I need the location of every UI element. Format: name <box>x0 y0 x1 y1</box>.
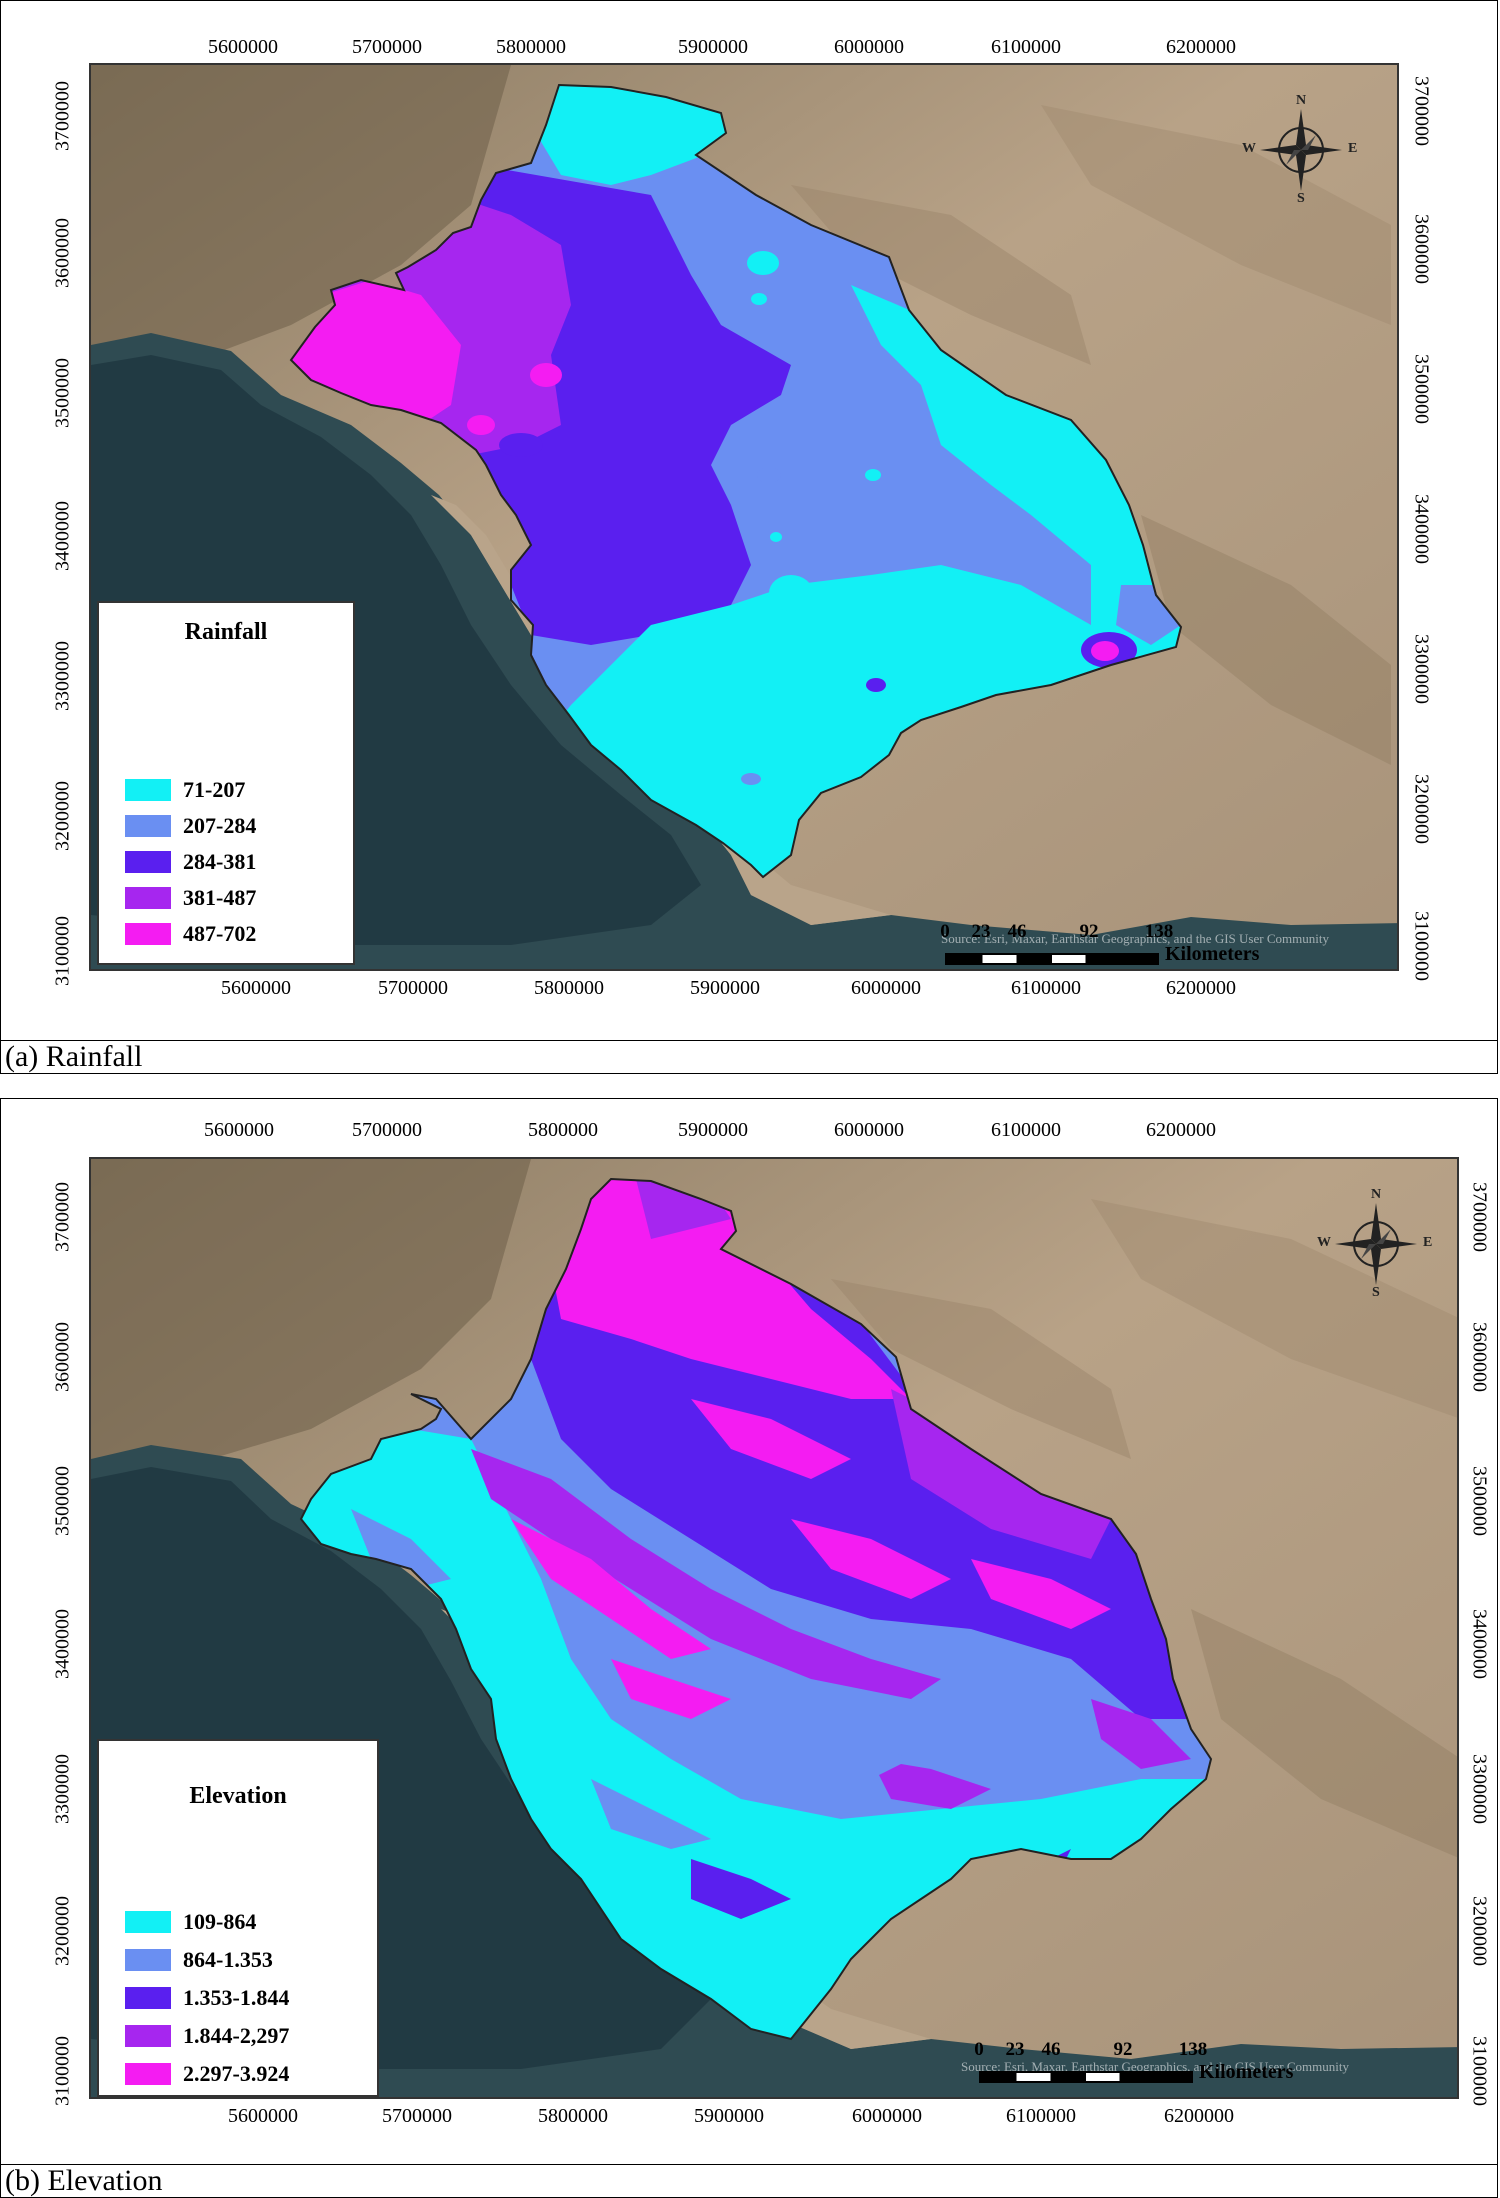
x-tick-bottom: 6100000 <box>1006 2105 1076 2127</box>
x-tick-top: 6100000 <box>991 1119 1061 1141</box>
y-tick-right: 3100000 <box>1468 2036 1491 2106</box>
map-frame: N E S W Rainfall 71-207 207-284 284-381 … <box>89 63 1399 971</box>
legend-item: 864-1.353 <box>125 1945 273 1975</box>
x-tick-top: 5600000 <box>204 1119 274 1141</box>
y-tick-right: 3600000 <box>1410 214 1433 284</box>
y-tick-right: 3700000 <box>1410 76 1433 146</box>
legend-swatch <box>125 2063 171 2085</box>
legend-item: 487-702 <box>125 919 256 949</box>
map-frame: N E S W Elevation 109-864 864-1.353 1.35… <box>89 1157 1459 2099</box>
legend-item: 284-381 <box>125 847 256 877</box>
x-tick-bottom: 5700000 <box>378 977 448 999</box>
y-tick-left: 3400000 <box>51 1609 74 1679</box>
y-tick-right: 3400000 <box>1410 494 1433 564</box>
legend-item: 207-284 <box>125 811 256 841</box>
region-boundary <box>289 83 1183 879</box>
y-tick-right: 3200000 <box>1468 1896 1491 1966</box>
y-tick-left: 3600000 <box>51 218 74 288</box>
x-tick-top: 5800000 <box>528 1119 598 1141</box>
scale-bar: 0 23 46 92 138 Kilometers <box>974 2039 1294 2083</box>
x-tick-bottom: 5900000 <box>690 977 760 999</box>
y-tick-left: 3300000 <box>51 641 74 711</box>
legend: Elevation 109-864 864-1.353 1.353-1.844 … <box>97 1739 379 2097</box>
y-tick-left: 3300000 <box>51 1754 74 1824</box>
y-tick-right: 3300000 <box>1468 1754 1491 1824</box>
figure-caption: (b) Elevation <box>0 2164 1498 2198</box>
y-tick-right: 3100000 <box>1410 911 1433 981</box>
y-tick-left: 3100000 <box>51 2036 74 2106</box>
x-tick-top: 5900000 <box>678 36 748 58</box>
y-tick-right: 3500000 <box>1410 354 1433 424</box>
y-tick-right: 3200000 <box>1410 774 1433 844</box>
x-tick-top: 5900000 <box>678 1119 748 1141</box>
x-tick-bottom: 5800000 <box>538 2105 608 2127</box>
legend-item: 2.297-3.924 <box>125 2059 289 2089</box>
x-tick-top: 5700000 <box>352 36 422 58</box>
x-tick-bottom: 6000000 <box>851 977 921 999</box>
x-tick-top: 5700000 <box>352 1119 422 1141</box>
y-tick-right: 3300000 <box>1410 634 1433 704</box>
legend-item: 1.353-1.844 <box>125 1983 289 2013</box>
x-tick-bottom: 6100000 <box>1011 977 1081 999</box>
basemap-attribution: Source: Esri, Maxar, Earthstar Geographi… <box>961 2059 1349 2074</box>
scale-bar: 0 23 46 92 138 Kilometers <box>940 921 1260 965</box>
x-tick-top: 6200000 <box>1166 36 1236 58</box>
legend-swatch <box>125 1987 171 2009</box>
basemap-attribution: Source: Esri, Maxar, Earthstar Geographi… <box>941 931 1329 946</box>
legend: Rainfall 71-207 207-284 284-381 381-487 … <box>97 601 355 965</box>
figure-caption: (a) Rainfall <box>0 1040 1498 1074</box>
y-tick-left: 3500000 <box>51 358 74 428</box>
north-arrow-icon: N E S W <box>1242 93 1358 206</box>
y-tick-left: 3400000 <box>51 501 74 571</box>
y-tick-right: 3700000 <box>1468 1182 1491 1252</box>
legend-item: 109-864 <box>125 1907 256 1937</box>
x-tick-bottom: 5600000 <box>221 977 291 999</box>
legend-title: Elevation <box>189 1783 287 1809</box>
legend-swatch <box>125 815 171 837</box>
legend-swatch <box>125 1949 171 1971</box>
y-tick-right: 3500000 <box>1468 1466 1491 1536</box>
y-tick-left: 3200000 <box>51 781 74 851</box>
legend-swatch <box>125 2025 171 2047</box>
rainfall-map-panel: 5600000 5700000 5800000 5900000 6000000 … <box>0 0 1498 1074</box>
x-tick-bottom: 6200000 <box>1164 2105 1234 2127</box>
y-tick-right: 3400000 <box>1468 1609 1491 1679</box>
x-tick-top: 5600000 <box>208 36 278 58</box>
y-tick-left: 3200000 <box>51 1896 74 1966</box>
legend-item: 1.844-2,297 <box>125 2021 289 2051</box>
x-tick-top: 6000000 <box>834 36 904 58</box>
x-tick-top: 6000000 <box>834 1119 904 1141</box>
x-tick-bottom: 5600000 <box>228 2105 298 2127</box>
north-arrow-icon: N E S W <box>1317 1187 1433 1300</box>
y-tick-left: 3500000 <box>51 1466 74 1536</box>
legend-swatch <box>125 887 171 909</box>
legend-swatch <box>125 1911 171 1933</box>
legend-swatch <box>125 851 171 873</box>
x-tick-bottom: 5800000 <box>534 977 604 999</box>
y-tick-left: 3700000 <box>51 81 74 151</box>
x-tick-bottom: 5900000 <box>694 2105 764 2127</box>
legend-swatch <box>125 779 171 801</box>
y-tick-left: 3700000 <box>51 1182 74 1252</box>
elevation-map-panel: 5600000 5700000 5800000 5900000 6000000 … <box>0 1098 1498 2198</box>
y-tick-left: 3600000 <box>51 1322 74 1392</box>
x-tick-top: 6200000 <box>1146 1119 1216 1141</box>
x-tick-top: 5800000 <box>496 36 566 58</box>
satellite-basemap <box>91 65 1397 969</box>
x-tick-bottom: 6000000 <box>852 2105 922 2127</box>
legend-item: 71-207 <box>125 775 245 805</box>
y-tick-left: 3100000 <box>51 916 74 986</box>
x-tick-bottom: 6200000 <box>1166 977 1236 999</box>
legend-swatch <box>125 923 171 945</box>
x-tick-top: 6100000 <box>991 36 1061 58</box>
legend-title: Rainfall <box>184 619 268 645</box>
x-tick-bottom: 5700000 <box>382 2105 452 2127</box>
region-boundary <box>299 1177 1213 2041</box>
legend-item: 381-487 <box>125 883 256 913</box>
y-tick-right: 3600000 <box>1468 1322 1491 1392</box>
